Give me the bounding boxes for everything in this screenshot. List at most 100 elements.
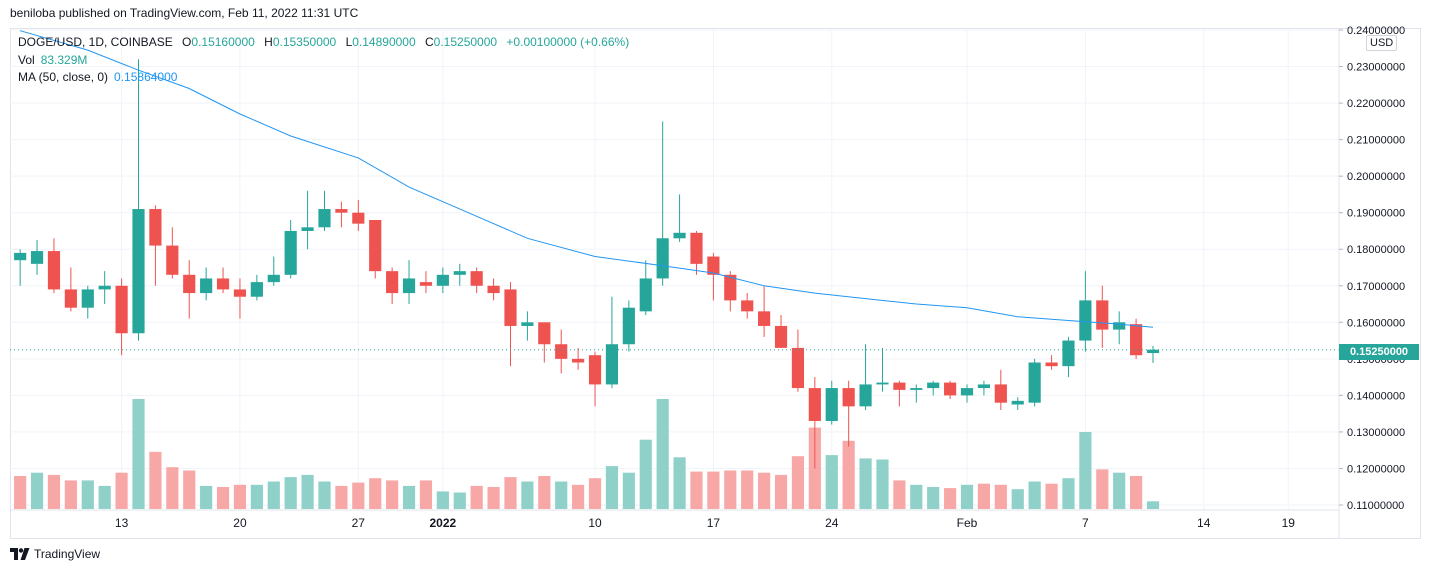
ma-line [19,30,1154,328]
candle [1028,358,1041,407]
publisher-text: beniloba published on TradingView.com, F… [10,6,359,20]
time-axis: 13 20 27 2022 10 17 24 Feb 7 14 19 [115,516,1295,530]
volume-bar [301,474,314,509]
candle [1146,346,1160,363]
volume-bar [588,478,602,509]
candle-body [419,282,433,286]
candle [774,315,788,348]
legend-close-value: 0.15250000 [433,35,498,49]
candle-body [132,209,145,334]
y-tick-label: 0.23000000 [1347,62,1405,74]
volume-bar [335,485,348,509]
volume-bar [538,476,551,509]
tradingview-logo-icon [10,548,30,560]
volume-bar [1130,476,1143,509]
candle [910,384,923,403]
x-tick-label: 10 [588,516,602,530]
candle [927,380,940,396]
x-tick-label: 14 [1197,516,1211,530]
brand-text: TradingView [34,547,101,561]
legend-high-label: H [264,35,273,49]
candle [200,267,213,301]
volume-bar [1045,483,1058,509]
currency-label[interactable]: USD [1366,35,1398,51]
volume-bar [555,481,568,509]
candle [318,190,331,231]
candle [14,249,27,286]
candle-body [758,311,771,326]
candle [859,344,872,410]
volume-bar [724,470,737,509]
candle-body [14,252,27,261]
candle-body [724,274,737,301]
y-tick-label: 0.19000000 [1347,208,1405,220]
candle-body [656,238,669,279]
candle-body [910,388,923,390]
candle [301,190,314,250]
candle [98,271,111,305]
candle-body [1062,340,1075,367]
candle [555,329,568,374]
x-tick-label: 20 [233,516,247,530]
volume-bar [673,457,686,509]
candle [1011,397,1024,410]
tradingview-brand[interactable]: TradingView [10,547,100,561]
candle [132,59,145,341]
candle-body [521,322,534,326]
volume-bar [352,482,365,509]
volume-bar [1096,469,1109,509]
candle [622,300,635,352]
candle-body [504,289,517,326]
candle [605,296,619,389]
candle-body [1113,322,1126,330]
volume-bar [960,484,974,509]
volume-bar [115,472,128,509]
volume-bar [1146,501,1160,509]
candle [64,267,77,312]
volume-bar [166,467,179,509]
volume-bar [825,455,838,509]
legend-open-label: O [182,35,192,49]
candle [521,311,534,341]
candle-body [538,322,551,345]
volume-bar [639,439,652,509]
candle [724,271,737,312]
legend-volume: Vol 83.329M [18,53,93,67]
y-tick-label: 0.22000000 [1347,98,1405,110]
candle [115,278,128,356]
legend-ma: MA (50, close, 0) 0.15864000 [18,70,183,84]
candle [369,220,382,279]
volume-bar [64,480,77,509]
y-tick-label: 0.13000000 [1347,427,1405,439]
candle-body [250,282,263,297]
candle-body [470,271,483,286]
volume-bar [572,484,585,509]
volume-bar [132,399,145,509]
candle-body [690,232,703,264]
legend-ma-label: MA (50, close, 0) [18,70,109,84]
volume-bar [200,485,213,509]
candle-body [233,289,247,297]
chart-frame [10,28,1421,539]
legend-high-value: 0.15350000 [272,35,337,49]
candle-body [183,274,196,294]
candle-body [64,289,77,308]
candle [741,293,754,319]
candle-body [453,271,466,275]
x-tick-label: 2022 [430,516,457,530]
candle [656,121,669,286]
x-tick-label: 24 [825,516,839,530]
volume-bar [910,484,923,509]
candle-body [572,358,585,363]
volume-bar [605,466,619,509]
volume-bar [504,477,517,509]
volume-bar [233,484,247,509]
volume-bar [453,492,466,509]
y-tick-label: 0.21000000 [1347,135,1405,147]
candle [81,285,94,319]
x-tick-label: 7 [1082,516,1089,530]
candle [1113,311,1126,345]
candle-body [402,278,416,294]
candle-body [1146,349,1160,353]
